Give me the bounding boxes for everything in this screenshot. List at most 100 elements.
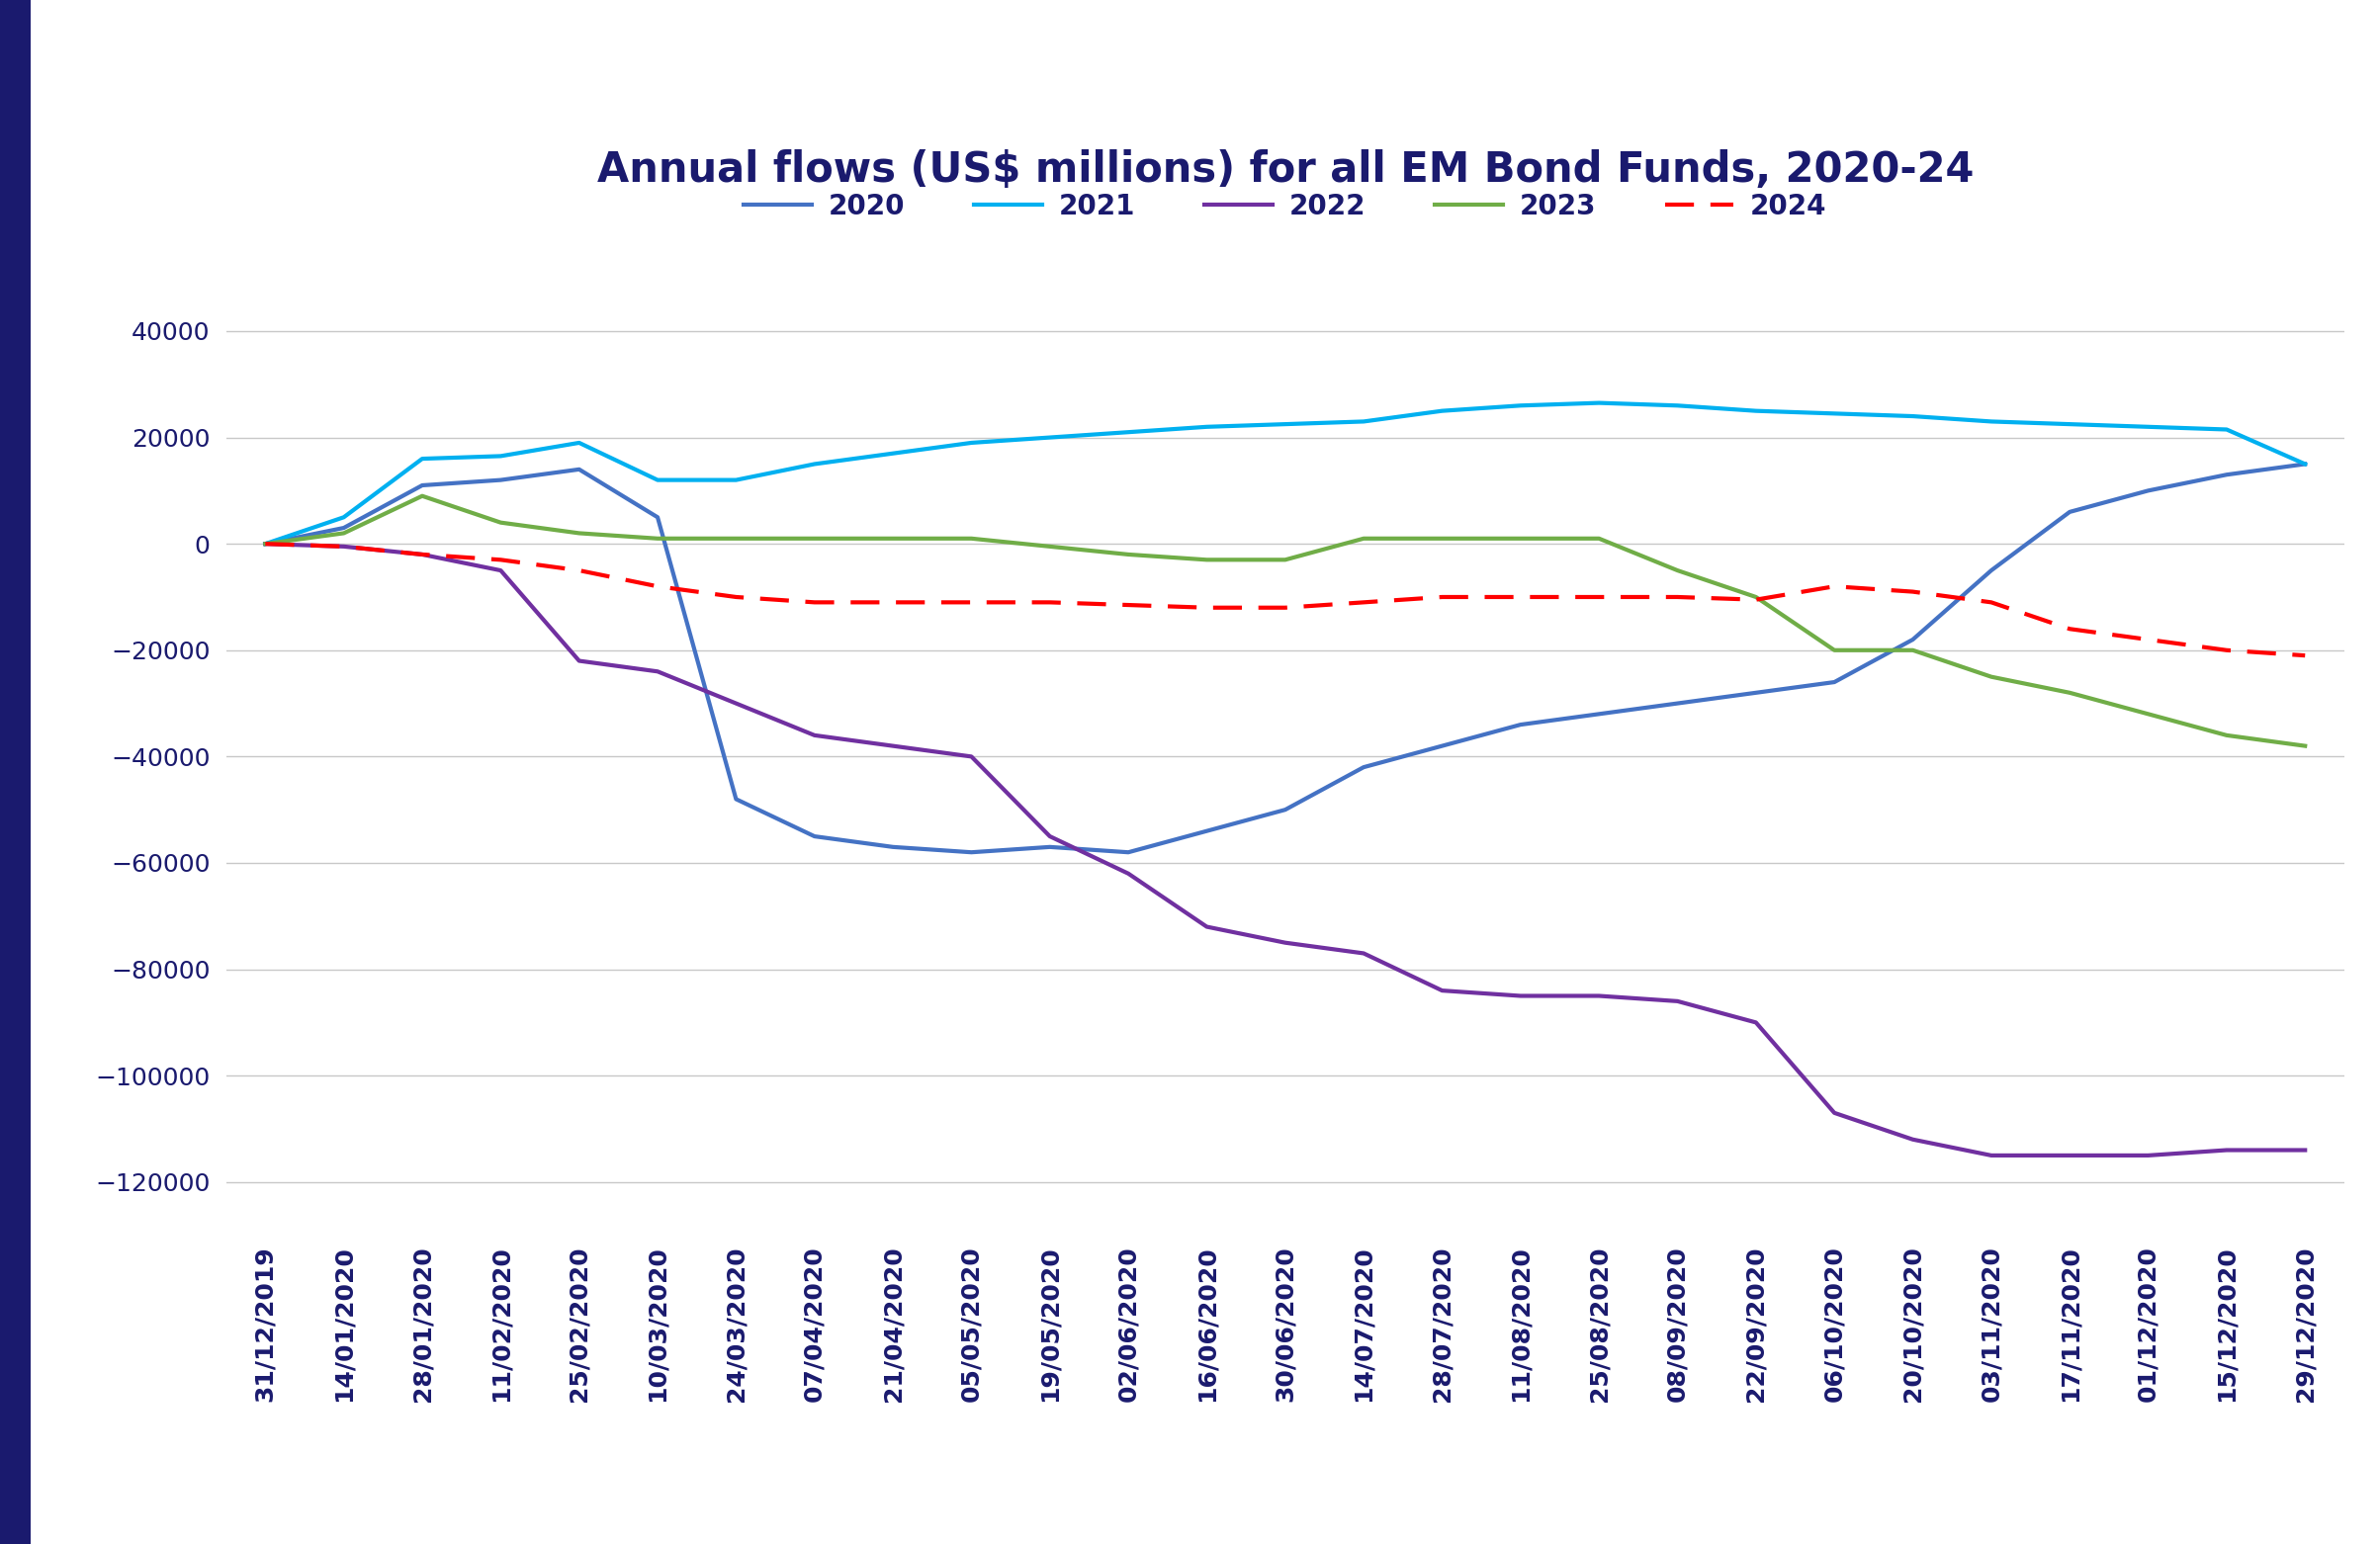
2021 [1978,412,2006,431]
2022 [1742,1013,1771,1031]
2021 [1428,401,1457,420]
2020 [1899,630,1928,648]
2020 [407,476,436,494]
2021 [2135,417,2163,435]
2022 [2135,1146,2163,1164]
2023 [2213,726,2242,744]
2024 [564,560,593,579]
2020 [878,838,907,857]
2021 [1585,394,1614,412]
2024 [2213,641,2242,659]
2020 [1114,843,1142,862]
2020 [1742,684,1771,703]
2020 [1035,838,1064,857]
2020 [2213,465,2242,483]
2021 [1899,408,1928,426]
2022 [2213,1141,2242,1160]
2022 [2056,1146,2085,1164]
2021 [486,446,514,465]
2022 [328,537,357,556]
2021 [721,471,750,489]
2024 [2135,630,2163,648]
2020 [1978,560,2006,579]
2021 [1349,412,1378,431]
2023 [1507,530,1535,548]
2023 [486,513,514,531]
2020 [1507,715,1535,733]
2024 [1192,599,1221,618]
2022 [1821,1104,1849,1122]
2020 [957,843,985,862]
2022 [1271,934,1299,953]
2021 [328,508,357,527]
2021 [1507,397,1535,415]
2024 [1507,588,1535,607]
2020 [486,471,514,489]
2024 [643,577,671,596]
2021 [2292,455,2320,474]
2021 [643,471,671,489]
2021 [957,434,985,452]
2024 [486,551,514,570]
2021 [1192,417,1221,435]
2020 [800,828,828,846]
2024 [250,534,278,553]
2023 [1821,641,1849,659]
2020 [1585,704,1614,723]
2022 [486,560,514,579]
2023 [1585,530,1614,548]
2023 [2292,736,2320,755]
2021 [1742,401,1771,420]
2023 [407,486,436,505]
2020 [2056,503,2085,522]
2023 [1899,641,1928,659]
2024 [878,593,907,611]
2022 [407,545,436,564]
2020 [1664,695,1692,713]
2022 [721,695,750,713]
2024 [407,545,436,564]
2024 [1742,590,1771,608]
2021 [2213,420,2242,438]
2024 [2292,647,2320,665]
2022 [878,736,907,755]
2024 [1349,593,1378,611]
2024 [721,588,750,607]
2021 [564,434,593,452]
2024 [1585,588,1614,607]
2023 [1035,537,1064,556]
2023 [1271,551,1299,570]
Title: Annual flows (US$ millions) for all EM Bond Funds, 2020-24: Annual flows (US$ millions) for all EM B… [597,150,1973,191]
2020 [564,460,593,479]
2020 [1821,673,1849,692]
2024 [800,593,828,611]
2024 [1428,588,1457,607]
2023 [1664,560,1692,579]
2022 [1349,943,1378,962]
2023 [1978,667,2006,686]
Line: 2023: 2023 [264,496,2306,746]
2021 [1271,415,1299,434]
2024 [1035,593,1064,611]
2024 [1899,582,1928,601]
2021 [878,445,907,463]
2023 [721,530,750,548]
2020 [2135,482,2163,500]
2022 [1899,1130,1928,1149]
2021 [1821,405,1849,423]
2022 [1507,987,1535,1005]
2020 [1349,758,1378,777]
2023 [1114,545,1142,564]
2022 [1428,982,1457,1001]
2023 [2056,684,2085,703]
2022 [800,726,828,744]
2024 [328,537,357,556]
2023 [250,534,278,553]
2022 [957,747,985,766]
2023 [328,523,357,542]
2022 [250,534,278,553]
2022 [1978,1146,2006,1164]
2020 [2292,455,2320,474]
2023 [643,530,671,548]
2023 [957,530,985,548]
